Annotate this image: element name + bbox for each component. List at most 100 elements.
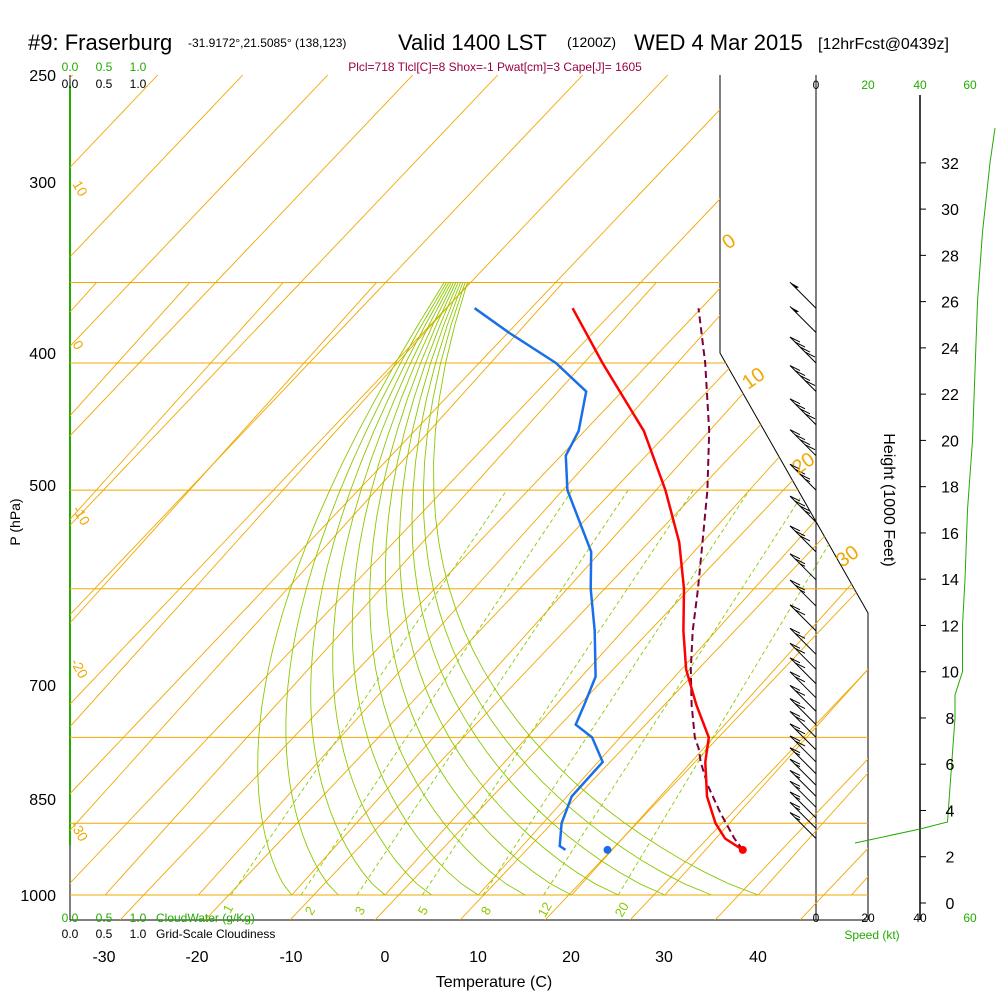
height-tick-label: 16 <box>941 526 959 543</box>
y-axis-title: P (hPa) <box>7 498 23 545</box>
cloudwater-tick: 1.0 <box>130 60 147 74</box>
temp-tick-label: 20 <box>562 949 580 966</box>
height-axis-title: Height (1000 Feet) <box>880 433 897 566</box>
wind-barb-half-flag <box>794 796 801 800</box>
wind-barb <box>789 429 817 457</box>
wind-speed-scale-bottom: 0 20 40 60 Speed (kt) <box>813 911 977 942</box>
cloudiness-tick: 0.5 <box>96 927 113 941</box>
isotherm-line <box>198 282 751 896</box>
wind-barb-flag <box>799 535 811 542</box>
wind-barb-flag <box>789 553 801 560</box>
height-tick-label: 28 <box>941 248 959 265</box>
wind-barb-half-flag <box>794 806 801 811</box>
wind-barb-flag <box>794 584 806 591</box>
temp-tick-label: 0 <box>381 949 390 966</box>
valid-date: WED 4 Mar 2015 <box>634 30 803 55</box>
valid-time: Valid 1400 LST <box>398 30 547 55</box>
speed-tick: 20 <box>861 911 875 925</box>
wind-barb-flag <box>789 758 801 765</box>
wind-barb <box>789 365 817 392</box>
wind-barb-flag <box>789 627 801 634</box>
wind-barb-flag <box>789 735 801 742</box>
wind-barb-flag <box>794 647 806 654</box>
mixing-ratio-line <box>300 489 573 896</box>
wind-barb-flag <box>789 710 801 717</box>
speed-axis-label: Speed (kt) <box>844 928 899 942</box>
wind-barb <box>789 758 817 786</box>
wind-barb-flag <box>794 728 806 735</box>
isotherm-label: -20 <box>67 656 91 682</box>
wind-barb-flag <box>794 341 806 348</box>
adiabat-line <box>544 75 868 920</box>
wind-barb-flag <box>794 403 806 410</box>
wind-barb-flag <box>799 346 811 353</box>
wind-barb-flag <box>789 604 801 611</box>
isotherm-line <box>477 282 868 896</box>
pressure-tick-label: 500 <box>29 478 56 495</box>
wind-barb-flag <box>789 463 801 470</box>
cloudwater-tick: 0.5 <box>96 60 113 74</box>
mixing-ratio-labels: 1 2 3 5 8 12 20 <box>220 899 632 919</box>
pressure-tick-label: 250 <box>29 68 56 85</box>
speed-tick: 0 <box>813 911 820 925</box>
wind-barb-flag <box>794 468 806 475</box>
cloudiness-tick: 0.0 <box>62 77 79 91</box>
profiles <box>473 128 996 854</box>
isotherm-line <box>70 282 564 896</box>
cloudiness-label: Grid-Scale Cloudiness <box>156 927 275 941</box>
wind-barb-flag <box>789 769 801 776</box>
wind-barb <box>789 657 817 685</box>
pressure-tick-label: 700 <box>29 678 56 695</box>
wind-barb-flag <box>789 671 801 678</box>
adiabat-line <box>70 75 244 920</box>
adiabat-line <box>459 75 868 920</box>
wind-barb <box>789 553 817 581</box>
adiabat-line <box>289 75 868 920</box>
adiabat-line <box>70 75 754 920</box>
wind-barb-flag <box>804 380 816 386</box>
moist-adiabat-line <box>422 282 712 896</box>
upper-label: 10 <box>738 363 769 394</box>
surface-temperature-marker <box>738 845 747 854</box>
wind-barb <box>789 711 817 738</box>
isotherm-line <box>664 282 868 896</box>
wind-barb-flag <box>789 525 801 532</box>
mixing-ratio-line <box>617 489 862 896</box>
wind-barb-flag <box>789 684 801 691</box>
wind-barb <box>789 747 817 775</box>
adiabat-line <box>970 75 1000 920</box>
wind-barb <box>789 495 817 523</box>
temp-tick-label: 10 <box>469 949 487 966</box>
cloud-scale-bottom: 0.0 0.5 1.0 CloudWater (g/Kg) 0.0 0.5 1.… <box>62 911 276 941</box>
isotherm-line <box>70 282 191 896</box>
height-tick-label: 18 <box>941 480 959 497</box>
wind-barb <box>789 770 817 797</box>
adiabat-line <box>204 75 868 920</box>
wind-barb <box>789 791 817 819</box>
wind-barb <box>789 723 817 751</box>
isotherm-labels: 10 0 -10 -20 -30 0 10 20 30 <box>67 178 863 845</box>
dewpoint-profile-line <box>473 307 605 851</box>
upper-label: 20 <box>788 448 819 479</box>
speed-tick: 40 <box>913 911 927 925</box>
moist-adiabat-line <box>411 282 666 896</box>
height-tick-label: 12 <box>941 618 959 635</box>
wind-barb-flag <box>799 505 811 512</box>
wind-barb-half-flag <box>794 763 801 768</box>
temp-tick-label: -10 <box>279 949 302 966</box>
isotherm-line <box>571 282 868 896</box>
wind-barb <box>789 698 817 725</box>
background-lines <box>70 75 1000 920</box>
cloudwater-label: CloudWater (g/Kg) <box>156 911 255 925</box>
wind-barb-half-flag <box>804 478 811 483</box>
mixing-ratio-line <box>230 489 508 896</box>
wind-barb <box>789 281 817 309</box>
wind-barb-flag <box>789 495 801 502</box>
mixing-ratio-label: 3 <box>352 904 369 918</box>
wind-barbs <box>789 281 817 839</box>
isotherm-line <box>70 282 284 896</box>
pressure-tick-label: 850 <box>29 792 56 809</box>
mixing-ratio-label: 8 <box>478 904 495 918</box>
